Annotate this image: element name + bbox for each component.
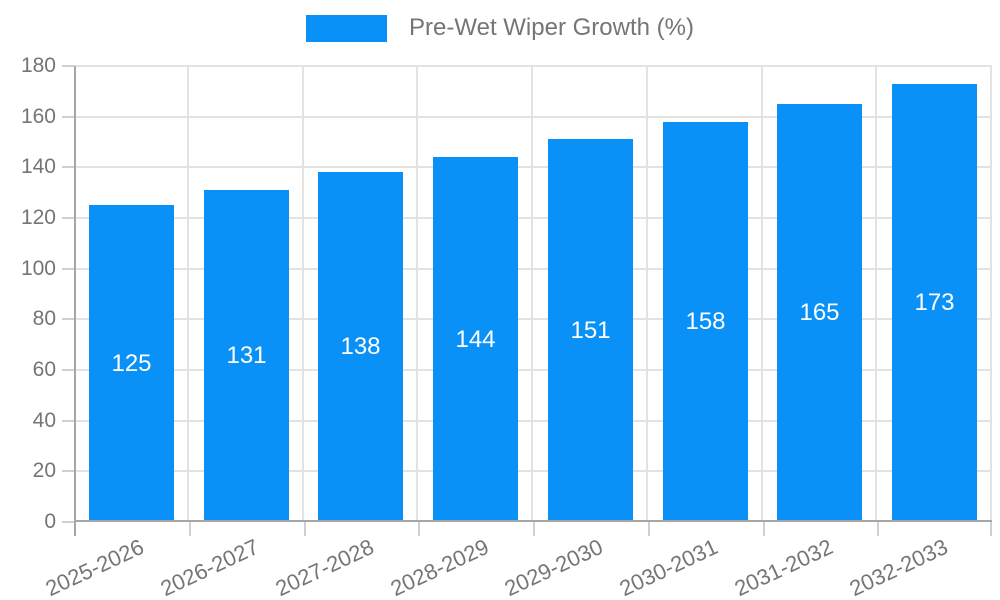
h-gridline	[74, 419, 992, 422]
bar: 131	[204, 190, 289, 522]
bar-value-label: 173	[914, 289, 955, 316]
y-axis-tick	[62, 521, 74, 523]
h-gridline	[74, 217, 992, 219]
h-gridline	[74, 470, 992, 473]
h-gridline	[74, 369, 992, 371]
v-gridline	[990, 66, 992, 522]
plot-area: 0 20 40 60 80 100 120 140 160 180 125 131 138 144 151 1…	[21, 54, 992, 600]
bar-value-label: 131	[226, 342, 267, 369]
bar: 151	[548, 139, 633, 522]
y-axis-tick	[62, 419, 74, 422]
x-axis-tick	[189, 522, 191, 536]
legend-swatch	[306, 14, 388, 42]
h-gridline	[74, 166, 992, 169]
h-gridline	[74, 115, 992, 118]
y-axis-tick	[62, 115, 74, 118]
bar: 158	[663, 122, 748, 522]
legend-label: Pre-Wet Wiper Growth (%)	[409, 14, 694, 41]
y-axis-label: 60	[32, 358, 56, 381]
bar: 138	[318, 172, 403, 522]
h-gridline	[74, 267, 992, 270]
bar-value-label: 138	[340, 333, 381, 360]
y-axis-tick	[62, 318, 74, 321]
x-axis-line	[74, 520, 992, 522]
y-axis-line	[74, 66, 76, 536]
y-axis-tick	[62, 65, 74, 67]
y-axis-label: 140	[20, 155, 56, 179]
y-axis-label: 40	[32, 408, 56, 432]
y-axis-tick	[62, 166, 74, 169]
x-axis-tick	[990, 522, 992, 536]
bar: 125	[89, 205, 174, 522]
y-axis-label: 180	[20, 54, 56, 77]
bar-value-label: 144	[455, 325, 496, 353]
bar: 144	[433, 157, 518, 522]
y-axis-label: 80	[32, 307, 56, 331]
v-gridline	[875, 66, 877, 522]
y-axis-tick	[62, 217, 74, 219]
chart-legend: Pre-Wet Wiper Growth (%)	[0, 14, 1000, 42]
bar: 165	[777, 104, 862, 522]
x-axis-tick	[763, 522, 765, 536]
y-axis-label: 0	[44, 510, 56, 533]
x-axis-tick	[648, 522, 650, 536]
h-gridline	[74, 318, 992, 321]
y-axis-label: 120	[20, 206, 56, 229]
v-gridline	[416, 66, 418, 522]
v-gridline	[646, 66, 648, 522]
x-axis-tick	[304, 522, 306, 536]
y-axis-label: 160	[20, 104, 56, 128]
bar-value-label: 151	[570, 316, 611, 344]
y-axis-tick	[62, 369, 74, 371]
x-axis-tick	[418, 522, 420, 536]
bar: 173	[892, 84, 977, 522]
bar-value-label: 158	[685, 308, 726, 335]
v-gridline	[187, 66, 189, 522]
bar-value-label: 125	[111, 349, 152, 377]
bar-value-label: 165	[799, 299, 840, 326]
v-gridline	[531, 66, 533, 522]
y-axis-label: 100	[20, 256, 56, 280]
x-axis-label: 2025-2026	[41, 534, 148, 600]
v-gridline	[761, 66, 763, 522]
y-axis-label: 20	[32, 459, 56, 483]
y-axis-tick	[62, 267, 74, 270]
x-axis-tick	[533, 522, 535, 536]
y-axis-tick	[62, 470, 74, 473]
v-gridline	[302, 66, 304, 522]
x-axis-tick	[877, 522, 879, 536]
h-gridline	[74, 65, 992, 67]
